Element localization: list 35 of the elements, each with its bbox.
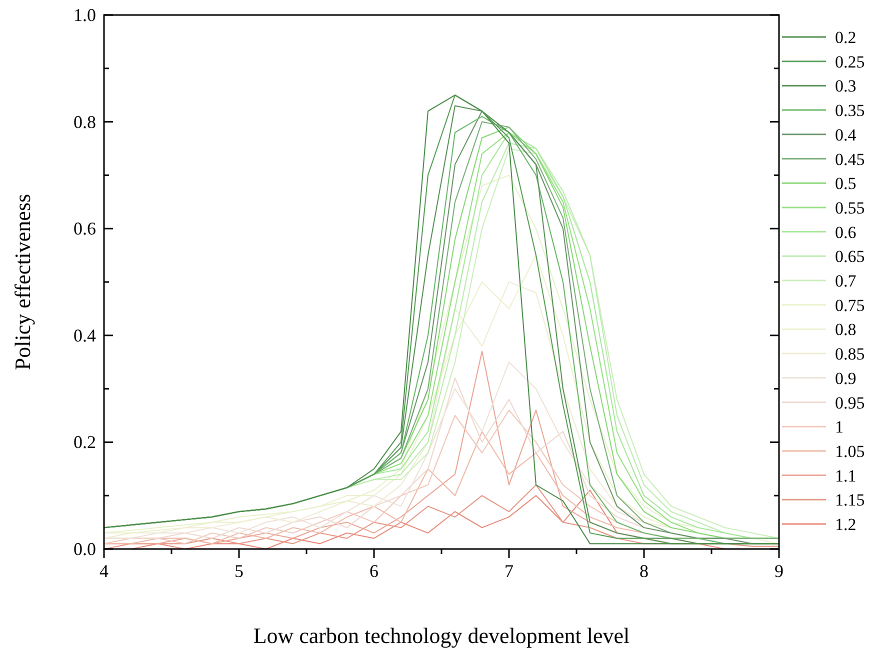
legend-label: 0.3 (835, 76, 856, 96)
y-tick-label: 0.4 (74, 325, 96, 346)
y-tick-label: 0.0 (74, 539, 96, 559)
x-tick-label: 9 (774, 561, 784, 581)
legend-label: 0.85 (835, 344, 865, 364)
legend-label: 0.75 (835, 296, 865, 315)
legend-label: 0.25 (835, 52, 865, 72)
legend-label: 0.6 (835, 222, 856, 242)
legend-label: 0.65 (835, 247, 865, 266)
legend-label: 1.05 (835, 442, 865, 461)
x-tick-label: 6 (370, 561, 378, 581)
legend-label: 0.45 (835, 150, 865, 169)
x-tick-label: 7 (504, 561, 514, 581)
legend-label: 0.7 (835, 272, 857, 290)
legend-label: 1.2 (835, 515, 856, 534)
x-tick-label: 5 (234, 561, 244, 581)
legend-label: 0.8 (835, 320, 856, 340)
legend-label: 0.4 (835, 125, 857, 144)
legend-label: 0.95 (835, 393, 865, 412)
legend-label: 0.55 (835, 198, 865, 218)
legend-label: 0.9 (835, 368, 856, 388)
y-tick-label: 0.8 (74, 112, 96, 132)
x-tick-label: 8 (640, 561, 648, 581)
legend-label: 1.15 (835, 490, 865, 510)
y-axis-title: Policy effectiveness (10, 194, 35, 370)
legend-label: 0.5 (835, 174, 856, 194)
x-axis-title: Low carbon technology development level (253, 623, 630, 648)
legend-label: 1 (835, 418, 844, 437)
x-tick-label: 4 (100, 561, 108, 581)
legend-label: 0.2 (835, 28, 856, 47)
y-tick-label: 0.2 (74, 432, 96, 452)
y-tick-label: 0.6 (74, 218, 96, 239)
legend-label: 0.35 (835, 101, 865, 120)
y-tick-label: 1.0 (74, 5, 96, 25)
legend-label: 1.1 (835, 466, 856, 486)
